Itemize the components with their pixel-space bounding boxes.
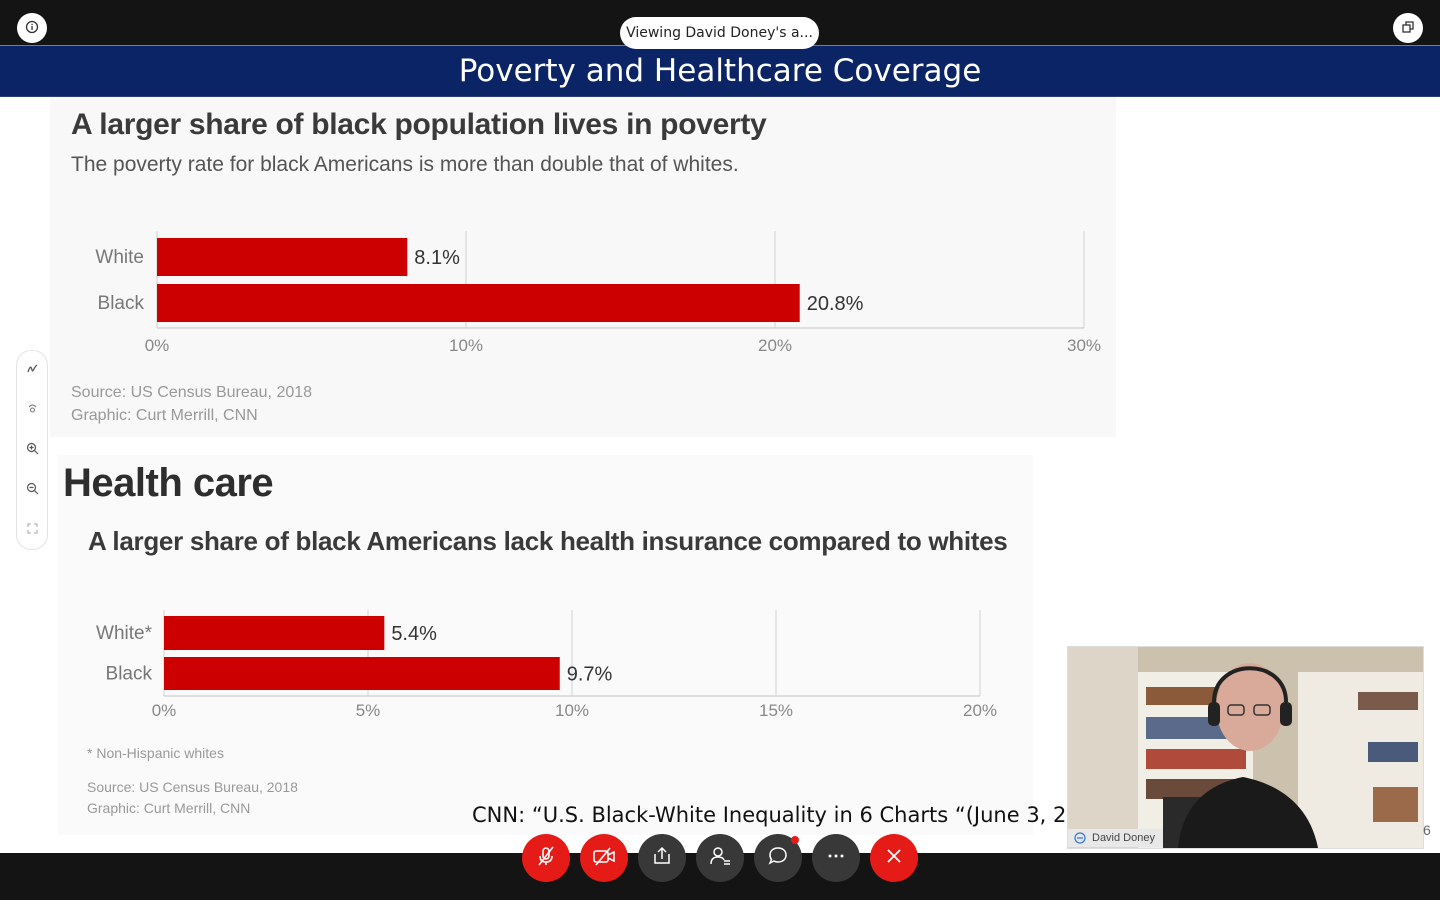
mute-button[interactable] xyxy=(522,834,570,882)
poverty-category-label: White xyxy=(95,247,144,268)
poverty-value-label: 8.1% xyxy=(414,247,460,269)
health-footnote: * Non-Hispanic whites xyxy=(87,745,224,761)
info-button[interactable] xyxy=(17,13,47,43)
health-section-heading: Health care xyxy=(63,461,274,505)
zoom-in-button[interactable] xyxy=(17,435,47,465)
zoom-in-icon xyxy=(26,442,39,458)
poverty-tick-label: 10% xyxy=(449,336,483,355)
leave-icon xyxy=(884,846,904,871)
poverty-chart-subtitle: The poverty rate for black Americans is … xyxy=(71,153,739,176)
poverty-source: Source: US Census Bureau, 2018 Graphic: … xyxy=(71,381,312,427)
health-tick-label: 20% xyxy=(963,701,997,720)
health-tick-label: 0% xyxy=(152,701,177,720)
poverty-bar-black xyxy=(157,284,800,322)
health-category-label: Black xyxy=(106,664,153,685)
health-value-label: 9.7% xyxy=(567,664,613,686)
fit-screen-icon xyxy=(26,522,39,538)
annotate-icon xyxy=(26,362,39,378)
poverty-tick-label: 30% xyxy=(1067,336,1101,355)
health-source: Source: US Census Bureau, 2018 Graphic: … xyxy=(87,777,298,819)
poverty-tick-label: 20% xyxy=(758,336,792,355)
poverty-graphic-credit: Graphic: Curt Merrill, CNN xyxy=(71,407,258,424)
fit-screen-button[interactable] xyxy=(17,515,47,545)
chat-icon xyxy=(767,845,789,872)
poverty-chart-title: A larger share of black population lives… xyxy=(71,108,767,141)
restore-window-icon xyxy=(1401,20,1415,37)
share-icon xyxy=(651,845,673,872)
annotation-toolbar xyxy=(16,350,48,550)
health-value-label: 5.4% xyxy=(391,623,437,645)
mic-muted-icon xyxy=(535,845,557,872)
health-source-line: Source: US Census Bureau, 2018 xyxy=(87,779,298,795)
video-button[interactable] xyxy=(580,834,628,882)
leave-meeting-button[interactable] xyxy=(870,834,918,882)
health-tick-label: 15% xyxy=(759,701,793,720)
participants-icon xyxy=(709,845,731,872)
poverty-source-line: Source: US Census Bureau, 2018 xyxy=(71,384,313,401)
zoom-out-icon xyxy=(26,482,39,498)
zoom-out-button[interactable] xyxy=(17,475,47,505)
health-bar-white xyxy=(164,616,385,650)
health-category-label: White* xyxy=(96,623,153,644)
slide-header: Poverty and Healthcare Coverage xyxy=(0,45,1440,97)
participant-name-tag: David Doney xyxy=(1068,829,1163,847)
health-graphic-credit: Graphic: Curt Merrill, CNN xyxy=(87,800,251,816)
chat-unread-indicator xyxy=(791,836,799,844)
video-frame xyxy=(1068,647,1423,848)
laser-pointer-icon xyxy=(26,402,39,418)
video-off-icon xyxy=(592,845,616,872)
health-bar-black xyxy=(164,657,560,690)
more-icon xyxy=(825,845,847,872)
participants-button[interactable] xyxy=(696,834,744,882)
poverty-value-label: 20.8% xyxy=(807,293,864,315)
poverty-bar-white xyxy=(157,238,408,276)
participant-name: David Doney xyxy=(1092,832,1155,844)
health-tick-label: 10% xyxy=(555,701,589,720)
annotate-button[interactable] xyxy=(17,355,47,385)
laser-pointer-button[interactable] xyxy=(17,395,47,425)
audio-connected-icon xyxy=(1073,831,1087,851)
participant-video[interactable] xyxy=(1067,646,1424,849)
poverty-tick-label: 0% xyxy=(145,336,170,355)
health-chart-title: A larger share of black Americans lack h… xyxy=(88,526,1008,556)
health-tick-label: 5% xyxy=(356,701,381,720)
slide-page-number: 6 xyxy=(1423,822,1431,838)
more-button[interactable] xyxy=(812,834,860,882)
poverty-category-label: Black xyxy=(98,293,145,314)
restore-window-button[interactable] xyxy=(1393,13,1423,43)
info-icon xyxy=(25,20,39,37)
slide-caption: CNN: “U.S. Black-White Inequality in 6 C… xyxy=(472,803,1115,827)
viewing-indicator[interactable]: Viewing David Doney's a... xyxy=(620,17,819,49)
share-button[interactable] xyxy=(638,834,686,882)
